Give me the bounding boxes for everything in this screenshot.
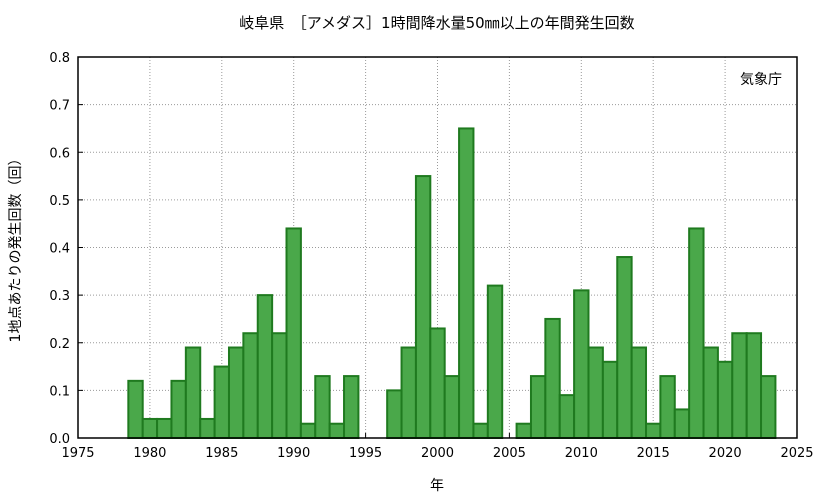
bar-1992 bbox=[314, 375, 331, 439]
bar-1982 bbox=[170, 379, 187, 440]
y-tick-label: 0.4 bbox=[49, 242, 70, 257]
bar-1986 bbox=[227, 346, 245, 440]
bar-2001 bbox=[443, 375, 461, 439]
y-tick-label: 0.1 bbox=[49, 384, 70, 399]
bar-1998 bbox=[400, 346, 417, 440]
x-tick-label: 1980 bbox=[133, 446, 166, 461]
bar-2000 bbox=[429, 327, 446, 439]
y-tick-label: 0.6 bbox=[49, 146, 70, 161]
x-tick-label: 2015 bbox=[637, 446, 670, 461]
chart-title: 岐阜県 ［アメダス］1時間降水量50㎜以上の年間発生回数 bbox=[239, 14, 634, 32]
x-axis-label: 年 bbox=[430, 478, 444, 494]
x-tick-label: 1975 bbox=[61, 446, 94, 461]
bar-1984 bbox=[199, 417, 216, 440]
y-axis-label: 1地点あたりの発生回数（回） bbox=[8, 152, 24, 343]
bar-1987 bbox=[242, 332, 259, 440]
bar-1991 bbox=[299, 422, 317, 439]
source-annotation: 気象庁 bbox=[740, 72, 782, 88]
x-tick-label: 1985 bbox=[205, 446, 238, 461]
bar-2003 bbox=[472, 422, 489, 439]
bar-2014 bbox=[630, 346, 648, 440]
y-tick-label: 0.5 bbox=[49, 194, 70, 209]
bar-1999 bbox=[414, 175, 432, 439]
y-tick-label: 0.3 bbox=[49, 289, 70, 304]
bar-2020 bbox=[716, 360, 734, 439]
x-tick-label: 2025 bbox=[780, 446, 813, 461]
y-tick-label: 0.8 bbox=[49, 51, 70, 66]
x-tick-label: 2010 bbox=[565, 446, 598, 461]
x-tick-labels: 1975 1980 1985 1990 1995 2000 2005 2010 2015 2020… bbox=[61, 446, 813, 461]
bar-2011 bbox=[587, 346, 604, 440]
y-tick-label: 0.7 bbox=[49, 99, 70, 114]
bar-2022 bbox=[745, 332, 763, 440]
bar-1980 bbox=[141, 417, 159, 440]
x-tick-label: 2000 bbox=[421, 446, 454, 461]
bar-2023 bbox=[760, 375, 777, 439]
bar-1990 bbox=[285, 227, 302, 439]
x-tick-label: 2005 bbox=[493, 446, 526, 461]
bar-2007 bbox=[529, 375, 547, 439]
x-tick-label: 2020 bbox=[709, 446, 742, 461]
bar-2008 bbox=[544, 317, 561, 439]
y-tick-label: 0.2 bbox=[49, 337, 70, 352]
x-tick-label: 1990 bbox=[277, 446, 310, 461]
bar-2021 bbox=[731, 332, 748, 440]
bar-2013 bbox=[616, 256, 633, 439]
bar-2019 bbox=[702, 346, 719, 440]
bar-1997 bbox=[386, 389, 403, 439]
bar-2010 bbox=[573, 289, 590, 439]
bar-1993 bbox=[328, 422, 346, 439]
bar-2002 bbox=[458, 127, 475, 439]
bar-1979 bbox=[127, 379, 144, 440]
bar-1988 bbox=[256, 294, 274, 439]
plot-frame bbox=[77, 56, 798, 439]
bar-1994 bbox=[343, 375, 360, 439]
bar-2009 bbox=[558, 394, 576, 440]
bar-2012 bbox=[601, 360, 619, 439]
bar-2004 bbox=[486, 284, 504, 439]
bars-layer bbox=[127, 127, 777, 440]
y-tick-label: 0.0 bbox=[49, 432, 70, 447]
bar-2017 bbox=[673, 408, 691, 439]
x-tick-label: 1995 bbox=[349, 446, 382, 461]
bar-2018 bbox=[688, 227, 705, 439]
bar-1981 bbox=[156, 417, 173, 440]
bar-2015 bbox=[645, 422, 662, 439]
bar-2016 bbox=[659, 375, 676, 439]
bar-2006 bbox=[515, 422, 532, 439]
bar-1985 bbox=[213, 365, 230, 439]
y-tick-labels: 0.0 0.1 0.2 0.3 0.4 0.5 0.6 0.7 0.8 bbox=[49, 51, 70, 447]
bar-1989 bbox=[271, 332, 288, 440]
bar-1983 bbox=[184, 346, 202, 440]
